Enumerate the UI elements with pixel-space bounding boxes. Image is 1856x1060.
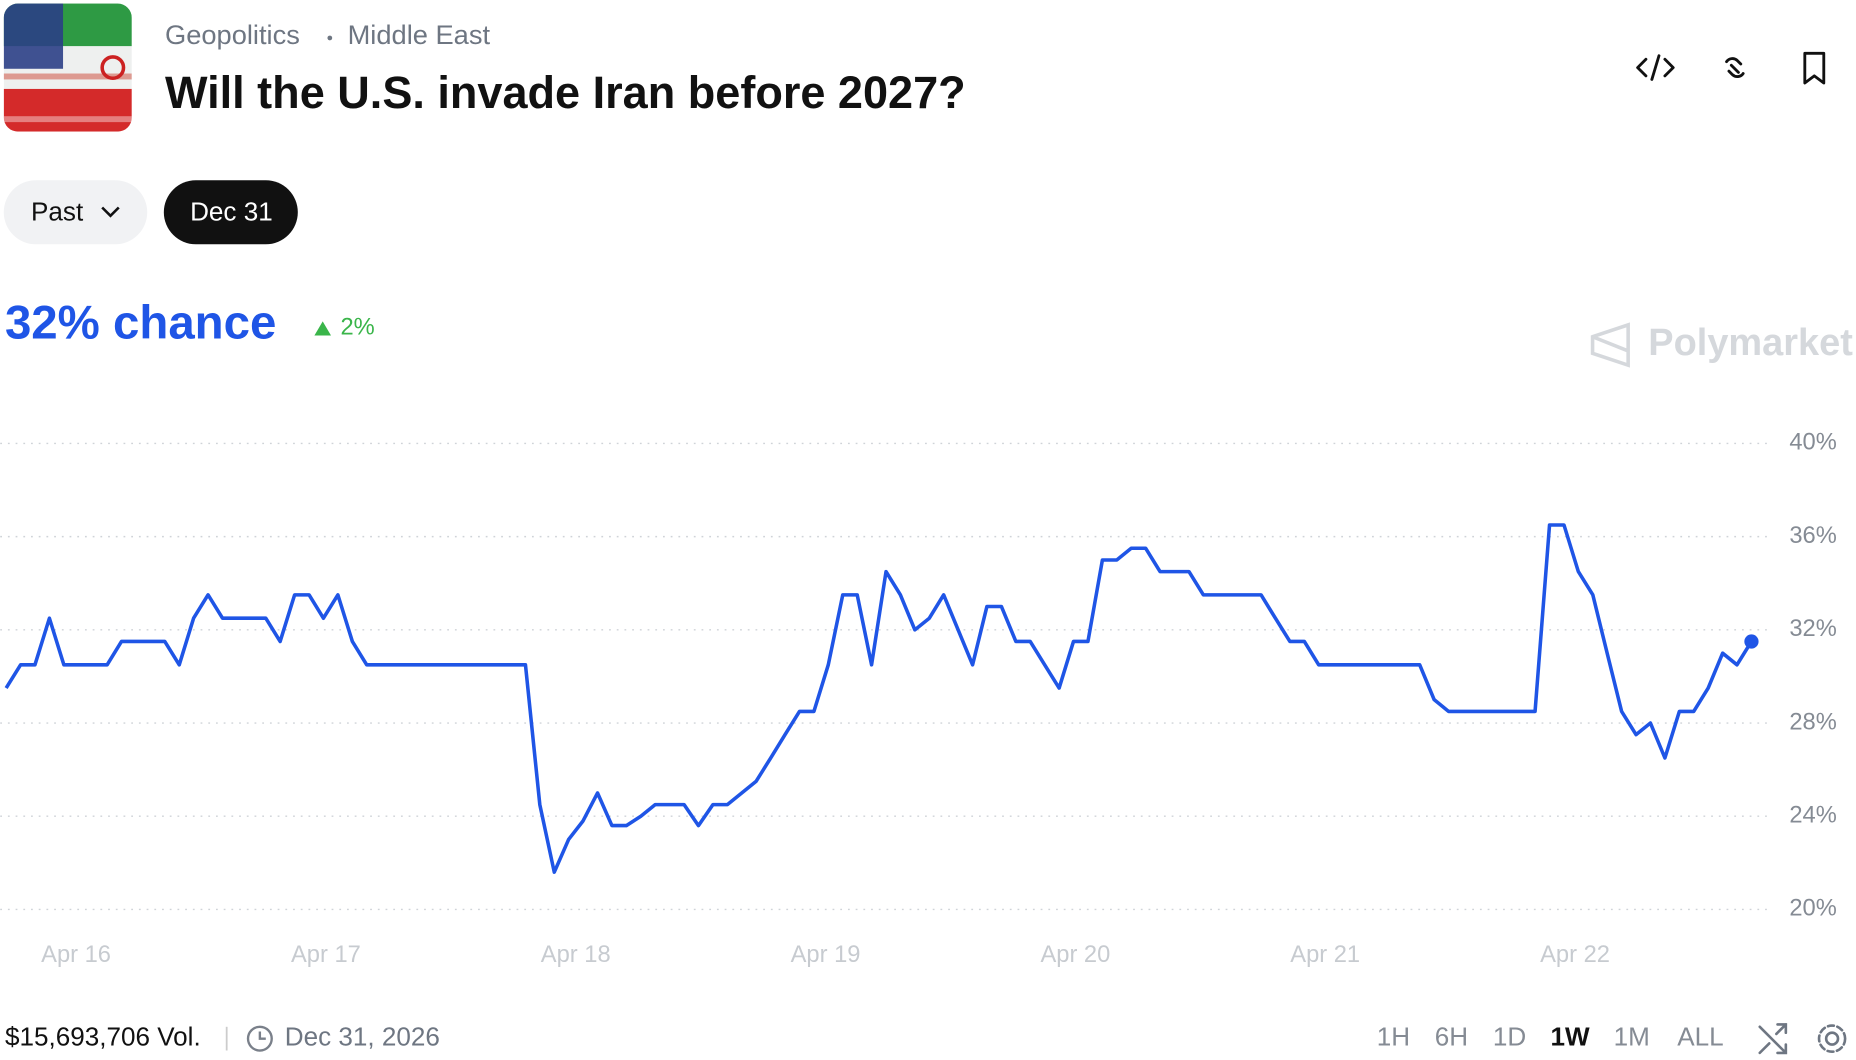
x-tick-label: Apr 22 <box>1540 942 1610 968</box>
breadcrumb[interactable]: Geopolitics <box>165 19 300 50</box>
range-button[interactable]: ALL <box>1677 1022 1723 1052</box>
market-title: Will the U.S. invade Iran before 2027? <box>165 67 966 118</box>
breadcrumb[interactable]: Middle East <box>348 19 491 50</box>
brand-logo <box>1590 322 1630 368</box>
price-line <box>4 523 1753 874</box>
market-icon <box>3 3 132 132</box>
y-tick-label: 40% <box>1789 430 1836 456</box>
bookmark-icon[interactable] <box>1803 51 1826 85</box>
brand: Polymarket <box>1648 322 1853 364</box>
range-button[interactable]: 1M <box>1614 1022 1650 1052</box>
probability: 32% chance <box>5 297 276 350</box>
range-button[interactable]: 1H <box>1377 1022 1410 1052</box>
change: 2% <box>340 315 374 341</box>
y-tick-label: 36% <box>1789 523 1836 549</box>
x-tick-label: Apr 16 <box>41 942 111 968</box>
link-icon[interactable] <box>1725 57 1745 78</box>
tab-label[interactable]: Dec 31 <box>190 196 273 226</box>
tab-label[interactable]: Past <box>31 196 84 226</box>
separator <box>327 35 333 41</box>
last-point <box>1744 634 1759 649</box>
x-tick-label: Apr 18 <box>541 942 611 968</box>
x-tick-label: Apr 19 <box>791 942 861 968</box>
range-button[interactable]: 6H <box>1435 1022 1468 1052</box>
x-tick-label: Apr 20 <box>1040 942 1110 968</box>
x-tick-label: Apr 21 <box>1290 942 1360 968</box>
embed-icon[interactable] <box>1636 54 1675 81</box>
y-tick-label: 32% <box>1789 616 1836 642</box>
y-tick-label: 20% <box>1789 896 1836 922</box>
end-date: Dec 31, 2026 <box>285 1022 440 1052</box>
range-button[interactable]: 1D <box>1493 1022 1526 1052</box>
settings-icon[interactable] <box>1824 1031 1840 1046</box>
y-tick-label: 24% <box>1789 802 1836 828</box>
chevron <box>101 206 120 218</box>
x-tick-label: Apr 17 <box>291 942 361 968</box>
y-tick-label: 28% <box>1789 709 1836 735</box>
volume: $15,693,706 Vol. <box>5 1022 201 1052</box>
tab-past[interactable] <box>3 180 148 245</box>
up-arrow <box>314 321 332 336</box>
shuffle-icon[interactable] <box>1758 1023 1788 1055</box>
tab-selected[interactable] <box>163 180 298 245</box>
range-button[interactable]: 1W <box>1550 1022 1590 1052</box>
